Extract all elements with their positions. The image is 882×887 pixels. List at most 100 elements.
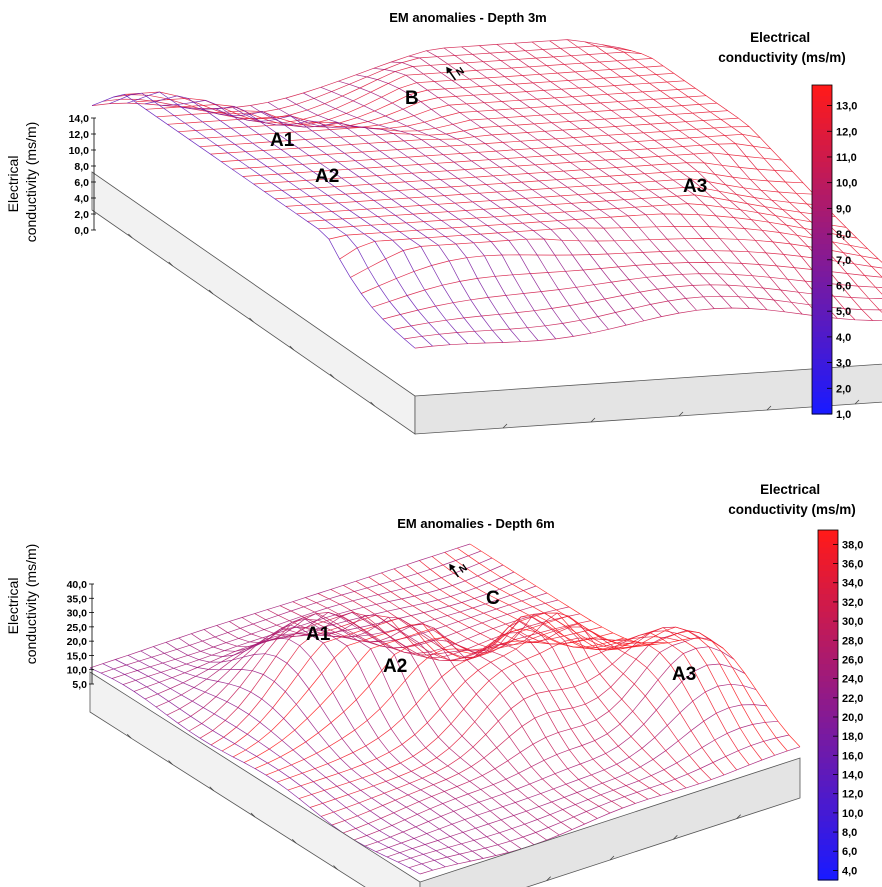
- colorbar-segment: [812, 254, 832, 262]
- z-axis-label-line2: conductivity (ms/m): [23, 122, 39, 243]
- colorbar-segment: [812, 364, 832, 371]
- mesh-line: [279, 605, 611, 814]
- z-tick-label: 0,0: [74, 225, 89, 237]
- anomaly-label-b: B: [405, 88, 419, 109]
- colorbar-tick-label: 34,0: [842, 578, 863, 590]
- mesh-line: [243, 627, 625, 763]
- colorbar-segment: [818, 530, 838, 537]
- surface-base: [89, 671, 801, 887]
- mesh-line: [373, 67, 697, 311]
- surface-mesh: [91, 39, 882, 349]
- colorbar-segment: [818, 547, 838, 554]
- colorbar-segment: [812, 244, 832, 251]
- mesh-line: [619, 47, 882, 263]
- base-tick: [289, 345, 295, 351]
- anomaly-label-c: C: [486, 588, 500, 609]
- mesh-line: [350, 238, 879, 278]
- z-axis-label-line1: Electrical: [5, 156, 21, 213]
- colorbar-segment: [812, 403, 832, 410]
- colorbar-tick-label: 8,0: [836, 229, 851, 241]
- mesh-line: [496, 44, 821, 317]
- mesh-line: [229, 612, 560, 836]
- base-tick: [590, 417, 596, 423]
- colorbar-segment: [812, 139, 832, 146]
- z-tick-label: 25,0: [67, 622, 88, 634]
- colorbar-segment: [818, 623, 838, 630]
- colorbar-segment: [812, 156, 832, 163]
- colorbar-segment: [818, 850, 838, 858]
- colorbar-tick-label: 5,0: [836, 306, 851, 318]
- colorbar-segment: [812, 375, 832, 382]
- colorbar-tick-label: 20,0: [842, 712, 863, 724]
- mesh-line: [89, 667, 421, 875]
- colorbar-segment: [818, 535, 838, 543]
- mesh-line: [393, 568, 725, 776]
- z-tick-label: 20,0: [67, 636, 88, 648]
- colorbar-segment: [818, 786, 838, 794]
- colorbar-segment: [818, 734, 838, 741]
- colorbar-segment: [812, 128, 832, 135]
- colorbar-segment: [812, 227, 832, 234]
- mesh-line: [584, 41, 882, 295]
- anomaly-label-a1: A1: [270, 130, 295, 151]
- mesh-line: [408, 55, 733, 309]
- colorbar-title: Electrical conductivity (ms/m): [728, 482, 856, 517]
- colorbar-segment: [812, 265, 832, 273]
- base-tick: [209, 786, 215, 792]
- mesh-line: [343, 584, 674, 792]
- colorbar-segment: [818, 652, 838, 659]
- colorbar-segment: [812, 353, 832, 360]
- colorbar-segment: [818, 681, 838, 689]
- colorbar-segment: [818, 611, 838, 619]
- base-tick: [370, 401, 375, 407]
- mesh-line: [382, 273, 882, 320]
- colorbar-tick-label: 10,0: [842, 808, 863, 820]
- colorbar-segment: [812, 326, 832, 333]
- z-axis: 40,0 35,0 30,0 25,0 20,0 15,0 10,0 5,0: [67, 579, 94, 691]
- mesh-line: [102, 663, 433, 871]
- base-tick: [546, 876, 551, 881]
- z-tick-label: 12,0: [69, 129, 90, 141]
- mesh-line: [216, 613, 547, 841]
- mesh-line: [317, 593, 649, 800]
- z-axis-label-line2: conductivity (ms/m): [23, 544, 39, 665]
- north-label: N: [457, 563, 469, 576]
- base-tick: [678, 411, 684, 417]
- base-tick: [168, 760, 173, 765]
- base-tick: [329, 373, 335, 379]
- mesh-line: [144, 95, 469, 344]
- base-tick: [126, 733, 132, 739]
- colorbar-tick-label: 6,0: [836, 280, 851, 292]
- z-tick-label: 15,0: [67, 650, 88, 662]
- colorbar-segment: [812, 233, 832, 240]
- colorbar-segment: [812, 205, 832, 212]
- colorbar-segment: [812, 134, 832, 141]
- colorbar-segment: [818, 565, 838, 572]
- mesh-line: [469, 543, 801, 748]
- colorbar-segment: [812, 150, 832, 157]
- colorbar-segment: [812, 260, 832, 267]
- colorbar-tick-label: 12,0: [836, 126, 857, 138]
- mesh-line: [210, 614, 592, 746]
- mesh-line: [91, 94, 416, 349]
- mesh-line: [531, 41, 856, 321]
- z-tick-label: 14,0: [69, 113, 90, 125]
- colorbar-tick-label: 2,0: [836, 383, 851, 395]
- colorbar-segment: [812, 123, 832, 130]
- colorbar-segment: [818, 646, 838, 654]
- mesh-line: [127, 654, 459, 865]
- colorbar-segment: [812, 189, 832, 196]
- mesh-line: [267, 102, 592, 334]
- mesh-line: [167, 87, 696, 128]
- colorbar-tick-label: 24,0: [842, 674, 863, 686]
- colorbar-tick-label: 14,0: [842, 770, 863, 782]
- anomaly-label-a2: A2: [383, 656, 407, 677]
- colorbar-segment: [812, 249, 832, 256]
- z-tick-label: 4,0: [74, 193, 89, 205]
- colorbar-tick-label: 28,0: [842, 635, 863, 647]
- mesh-line: [426, 50, 750, 309]
- mesh-line: [338, 80, 662, 317]
- colorbar-segment: [818, 722, 838, 729]
- colorbar-segment: [812, 161, 832, 168]
- mesh-line: [197, 107, 521, 342]
